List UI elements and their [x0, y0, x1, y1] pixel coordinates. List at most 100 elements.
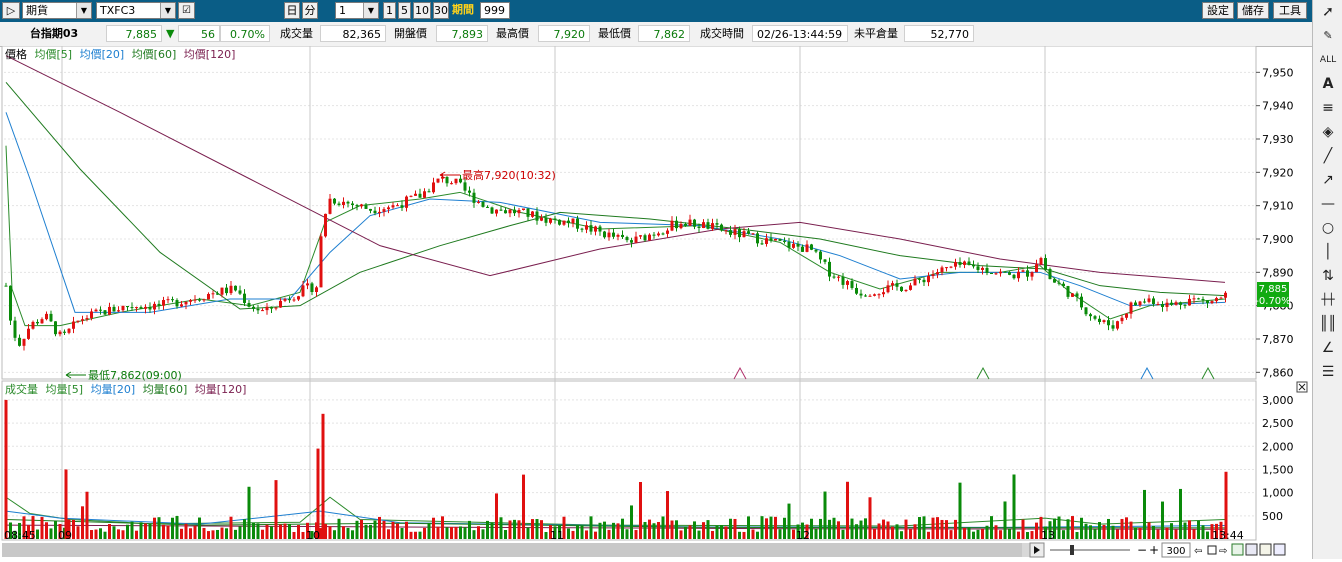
- candle-body: [873, 294, 876, 296]
- volume-bar: [571, 530, 575, 539]
- price-tick-label: 7,890: [1262, 266, 1294, 279]
- stop-icon[interactable]: [1207, 545, 1217, 555]
- candle-body: [418, 193, 422, 198]
- settings-button[interactable]: 設定: [1202, 2, 1234, 19]
- candle-body: [756, 233, 759, 244]
- interval-30-button[interactable]: 30: [433, 2, 449, 19]
- candle-body: [850, 281, 854, 288]
- interval-select[interactable]: 1 ▼: [335, 2, 379, 19]
- candle-body: [292, 299, 296, 301]
- volume-bar: [405, 521, 408, 539]
- fib-icon[interactable]: ☰: [1321, 364, 1335, 380]
- symbol-select[interactable]: TXFC3 ▼: [96, 2, 176, 19]
- candle-body: [1188, 298, 1191, 306]
- volume-bar: [693, 521, 696, 539]
- arrow-icon[interactable]: ↗: [1322, 172, 1334, 188]
- fill-icon[interactable]: ◈: [1322, 124, 1334, 140]
- volume-bar: [886, 521, 890, 539]
- candle-body: [1053, 279, 1056, 283]
- candle-body: [571, 218, 575, 224]
- volume-bar: [1102, 524, 1106, 539]
- checkbox-icon[interactable]: ☑: [178, 2, 195, 19]
- volume-bar: [931, 517, 935, 539]
- volume-bar: [1003, 501, 1007, 539]
- candle-body: [1125, 313, 1128, 318]
- scrollbar-thumb[interactable]: [2, 543, 1022, 557]
- volume-bar: [801, 522, 804, 539]
- kline-chart[interactable]: 7,9507,9407,9307,9207,9107,9007,8907,880…: [0, 45, 1312, 559]
- nav-icons[interactable]: ⇦ ⇨: [1194, 543, 1286, 557]
- minute-button[interactable]: 分: [302, 2, 318, 19]
- grid-icon[interactable]: ┼┼: [1321, 293, 1335, 306]
- nav-left-icon[interactable]: ⇦: [1194, 546, 1202, 557]
- hline-icon[interactable]: —: [1321, 196, 1335, 212]
- text-icon[interactable]: A: [1322, 76, 1334, 92]
- candle-body: [58, 331, 62, 335]
- volume-bar: [490, 522, 494, 539]
- candle-body: [1035, 264, 1038, 273]
- chart-layout-icon[interactable]: [1259, 543, 1272, 556]
- volume-bar: [747, 516, 750, 539]
- erase-all-icon[interactable]: ALL: [1319, 55, 1337, 65]
- volume-bar: [364, 524, 368, 539]
- save-button[interactable]: 儲存: [1237, 2, 1269, 19]
- volume-bar: [396, 523, 399, 539]
- candle-body: [256, 308, 260, 311]
- play-icon[interactable]: ▷: [2, 2, 20, 19]
- volume-bar: [234, 529, 237, 539]
- candle-body: [661, 233, 665, 235]
- price-legend: 價格 均價[5] 均價[20] 均價[60] 均價[120]: [5, 47, 235, 61]
- candle-body: [225, 287, 228, 294]
- interval-5-button[interactable]: 5: [398, 2, 411, 19]
- close-icon[interactable]: [1296, 381, 1308, 393]
- volume-bar: [216, 529, 219, 539]
- line-icon[interactable]: ╱: [1323, 148, 1333, 164]
- market-select[interactable]: 期貨 ▼: [22, 2, 92, 19]
- eraser-icon[interactable]: ✎: [1323, 29, 1333, 42]
- fan-icon[interactable]: ∠: [1321, 340, 1335, 356]
- nav-right-icon[interactable]: ⇨: [1219, 546, 1227, 557]
- candle-body: [724, 230, 728, 232]
- candle-body: [103, 310, 107, 315]
- candle-body: [121, 305, 125, 311]
- candle-body: [481, 201, 485, 207]
- period-input[interactable]: 999: [480, 2, 510, 19]
- candle-body: [513, 209, 516, 214]
- grid-toggle-icon[interactable]: [1231, 543, 1244, 556]
- tools-button[interactable]: 工具: [1273, 2, 1307, 19]
- candle-body: [1201, 298, 1205, 301]
- hlines-icon[interactable]: ≡: [1322, 100, 1334, 116]
- chart-type-icon[interactable]: [1273, 543, 1286, 556]
- interval-10-button[interactable]: 10: [413, 2, 431, 19]
- zoom-out-icon[interactable]: −: [1137, 543, 1147, 557]
- candle-body: [963, 261, 966, 265]
- save-image-icon[interactable]: [1245, 543, 1258, 556]
- updown-icon[interactable]: ⇅: [1322, 268, 1334, 284]
- volume-bar: [148, 523, 152, 539]
- candle-body: [454, 178, 458, 184]
- bars-icon[interactable]: ║║: [1319, 316, 1337, 332]
- candle-body: [931, 274, 935, 277]
- pointer-icon[interactable]: ➚: [1322, 4, 1334, 20]
- zoom-slider-handle[interactable]: [1070, 545, 1074, 555]
- candle-body: [1102, 320, 1106, 322]
- volume-bar: [1021, 519, 1025, 539]
- candle-body: [342, 201, 345, 205]
- candle-body: [918, 278, 921, 280]
- interval-1-button[interactable]: 1: [383, 2, 396, 19]
- zoom-in-icon[interactable]: +: [1149, 543, 1159, 557]
- candle-body: [648, 234, 651, 241]
- vline-icon[interactable]: │: [1323, 244, 1333, 260]
- candle-body: [747, 231, 750, 234]
- day-button[interactable]: 日: [284, 2, 300, 19]
- candle-body: [1026, 270, 1029, 277]
- volume-bar: [162, 524, 165, 539]
- candle-body: [450, 183, 453, 185]
- candle-body: [1219, 297, 1223, 299]
- candle-body: [432, 182, 435, 193]
- zoom-value-box[interactable]: [1161, 542, 1191, 558]
- circle-icon[interactable]: ○: [1321, 220, 1335, 236]
- chart-area[interactable]: 7,9507,9407,9307,9207,9107,9007,8907,880…: [0, 45, 1312, 559]
- candle-body: [117, 310, 120, 312]
- volume-bar: [657, 521, 660, 539]
